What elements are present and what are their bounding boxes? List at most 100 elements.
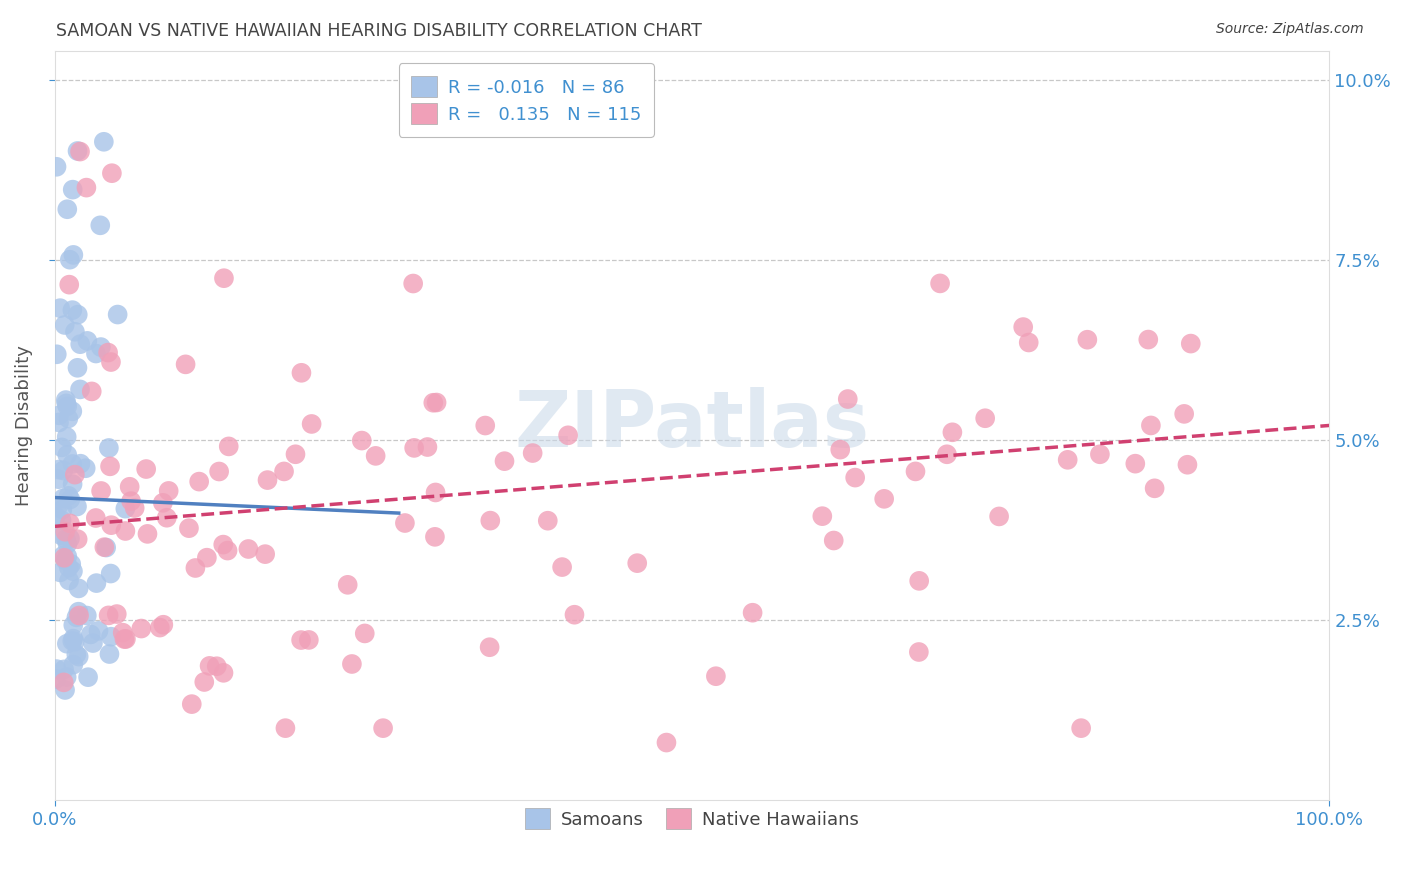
Point — [60, 634, 83, 648]
Point — [52, 491, 75, 506]
Point — [87, 624, 110, 638]
Point — [426, 395, 449, 409]
Point — [66, 308, 89, 322]
Point — [474, 418, 496, 433]
Point — [350, 434, 373, 448]
Point — [63, 635, 86, 649]
Point — [56, 400, 79, 414]
Point — [86, 576, 108, 591]
Point — [873, 491, 896, 506]
Point — [56, 202, 79, 217]
Point — [100, 630, 122, 644]
Point — [49, 566, 72, 580]
Point — [704, 669, 727, 683]
Point — [60, 457, 83, 471]
Point — [284, 447, 307, 461]
Point — [180, 697, 202, 711]
Point — [371, 721, 394, 735]
Point — [66, 144, 89, 158]
Point — [55, 670, 77, 684]
Point — [48, 462, 70, 476]
Point — [974, 411, 997, 425]
Point — [908, 645, 931, 659]
Point — [48, 499, 70, 513]
Point — [84, 511, 107, 525]
Point — [336, 578, 359, 592]
Point — [1018, 335, 1040, 350]
Point — [217, 543, 239, 558]
Point — [156, 510, 179, 524]
Point — [65, 610, 87, 624]
Point — [135, 462, 157, 476]
Point — [212, 271, 235, 285]
Point — [626, 556, 648, 570]
Point — [96, 541, 118, 555]
Point — [1143, 481, 1166, 495]
Point — [1140, 418, 1163, 433]
Point — [298, 632, 321, 647]
Point — [66, 500, 89, 514]
Point — [174, 357, 197, 371]
Point — [65, 648, 87, 662]
Point — [402, 277, 425, 291]
Point — [301, 417, 323, 431]
Point — [564, 607, 586, 622]
Point — [131, 622, 153, 636]
Point — [111, 625, 134, 640]
Point — [58, 489, 80, 503]
Point — [837, 392, 859, 406]
Point — [114, 501, 136, 516]
Point — [60, 404, 83, 418]
Point — [55, 393, 77, 408]
Point — [56, 549, 79, 564]
Point — [195, 550, 218, 565]
Point — [340, 657, 363, 671]
Point — [59, 252, 82, 267]
Point — [100, 566, 122, 581]
Point — [198, 659, 221, 673]
Point — [1180, 336, 1202, 351]
Point — [157, 483, 180, 498]
Point — [55, 553, 77, 567]
Point — [741, 606, 763, 620]
Point — [75, 180, 97, 194]
Point — [93, 540, 115, 554]
Point — [90, 340, 112, 354]
Point — [90, 483, 112, 498]
Point — [48, 409, 70, 423]
Point — [59, 532, 82, 546]
Point — [55, 430, 77, 444]
Point — [107, 308, 129, 322]
Point — [52, 675, 75, 690]
Point — [118, 480, 141, 494]
Point — [256, 473, 278, 487]
Point — [69, 145, 91, 159]
Point — [53, 524, 76, 539]
Point — [353, 626, 375, 640]
Point — [205, 659, 228, 673]
Point — [62, 183, 84, 197]
Point — [89, 219, 111, 233]
Text: Source: ZipAtlas.com: Source: ZipAtlas.com — [1216, 22, 1364, 37]
Point — [136, 527, 159, 541]
Point — [557, 428, 579, 442]
Point — [67, 608, 90, 623]
Point — [208, 465, 231, 479]
Point — [62, 632, 84, 646]
Point — [479, 514, 502, 528]
Point — [45, 662, 67, 676]
Point — [1177, 458, 1199, 472]
Point — [48, 416, 70, 430]
Point — [551, 560, 574, 574]
Point — [80, 627, 103, 641]
Point — [51, 513, 73, 527]
Point — [152, 617, 174, 632]
Legend: Samoans, Native Hawaiians: Samoans, Native Hawaiians — [517, 801, 866, 836]
Point — [62, 564, 84, 578]
Point — [60, 557, 83, 571]
Point — [93, 135, 115, 149]
Point — [55, 396, 77, 410]
Point — [188, 475, 211, 489]
Point — [75, 461, 97, 475]
Point — [53, 683, 76, 698]
